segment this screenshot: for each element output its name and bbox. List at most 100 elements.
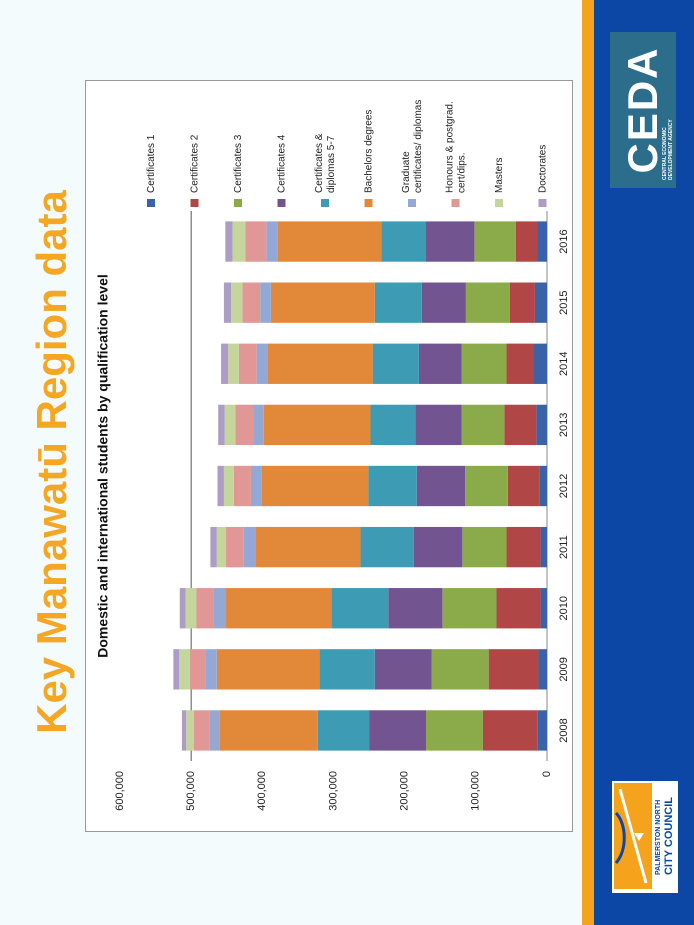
value-tick-label: 100,000 (470, 771, 482, 811)
bar-segment (223, 282, 232, 323)
bar-segment (196, 588, 214, 629)
bar-segment (415, 404, 462, 446)
bar-segment (277, 221, 382, 262)
bar-segment (235, 404, 254, 446)
bar-segment (263, 404, 371, 446)
legend-label: Doctorates (537, 145, 548, 193)
bar-segment (216, 526, 227, 568)
bar-segment (189, 649, 206, 690)
category-tick-label: 2008 (558, 718, 570, 742)
legend-label-line: Certificates & (314, 133, 325, 193)
value-tick-label: 500,000 (185, 771, 197, 811)
legend-label: Certificates &diplomas 5-7 (314, 133, 337, 193)
bar-segment (226, 588, 332, 629)
value-tick-label: 0 (541, 771, 553, 777)
legend-label-line: Certificates 2 (189, 134, 200, 193)
bar-segment (465, 465, 508, 507)
bar-segment (509, 282, 535, 323)
bar-segment (173, 649, 180, 690)
orange-accent-band (582, 0, 594, 925)
bar-segment (370, 404, 416, 446)
bar-segment (372, 343, 419, 384)
bar-segment (360, 526, 414, 568)
bar-segment (213, 588, 227, 629)
legend-label-line: Graduate (401, 151, 412, 193)
legend-label-line: Certificates 3 (233, 134, 244, 193)
bar-segment (225, 221, 233, 262)
bar-segment (496, 588, 541, 629)
category-tick-label: 2011 (558, 535, 570, 559)
bar-segment (216, 649, 320, 690)
bar-segment (369, 710, 427, 751)
legend-swatch (147, 199, 155, 207)
legend-swatch (495, 199, 503, 207)
legend-label: Masters (494, 157, 505, 193)
bar-segment (465, 282, 510, 323)
bar-segment (413, 526, 463, 568)
category-tick-label: 2016 (558, 229, 570, 253)
bar-segment (540, 588, 547, 629)
legend-label-line: cert/dips. (456, 152, 467, 193)
value-tick-label: 600,000 (114, 771, 126, 811)
bar-segment (374, 282, 422, 323)
ceda-tagline-line-2: DEVELOPMENT AGENCY (668, 119, 674, 180)
bar-segment (242, 282, 261, 323)
legend-label-line: Certificates 1 (146, 134, 157, 193)
bar-segment (537, 710, 547, 751)
bar-segment (185, 588, 197, 629)
bar-segment (232, 221, 246, 262)
bar-segment (488, 649, 539, 690)
bar-segment (538, 649, 547, 690)
legend-swatch (451, 199, 460, 207)
category-tick-label: 2015 (558, 290, 570, 314)
bar-segment (245, 221, 267, 262)
category-tick-label: 2012 (558, 474, 570, 498)
bar-segment (506, 526, 541, 568)
legend-label-line: Bachelors degrees (363, 110, 374, 193)
pncc-logo: PALMERSTON NORTH CITY COUNCIL (611, 780, 679, 894)
legend-label-line: diplomas 5-7 (326, 135, 337, 193)
bar-segment (270, 282, 375, 323)
bar-segment (504, 404, 537, 446)
bar-segment (205, 649, 217, 690)
bar-segment (266, 221, 278, 262)
ceda-logo-tagline: CENTRAL ECONOMIC DEVELOPMENT AGENCY (662, 40, 674, 180)
legend-label: Certificates 2 (189, 134, 200, 193)
legend-label-line: Masters (494, 157, 505, 193)
bar-segment (331, 588, 389, 629)
bar-segment (238, 343, 257, 384)
bar-segment (319, 649, 375, 690)
value-tick-label: 300,000 (327, 771, 339, 811)
legend-swatch (190, 199, 199, 207)
bar-segment (217, 465, 224, 507)
ceda-logo: CEDA CENTRAL ECONOMIC DEVELOPMENT AGENCY (610, 32, 676, 188)
bar-segment (233, 465, 251, 507)
legend-swatch (408, 199, 416, 207)
bar-segment (474, 221, 516, 262)
legend-label: Honours & postgrad.cert/dips. (444, 101, 467, 193)
pncc-line-1: PALMERSTON NORTH (655, 799, 662, 876)
legend-swatch (277, 199, 286, 207)
bar-segment (461, 343, 507, 384)
bar-segment (181, 710, 187, 751)
bar-segment (218, 404, 225, 446)
bar-segment (186, 710, 195, 751)
bar-segment (426, 710, 483, 751)
bar-segment (256, 343, 268, 384)
bar-segment (462, 526, 507, 568)
bar-segment (228, 343, 239, 384)
bar-segment (368, 465, 417, 507)
category-tick-label: 2009 (558, 657, 570, 681)
bar-segment (442, 588, 497, 629)
slide-title: Key Manawatū Region data (28, 190, 75, 734)
chart: 0 100,000 200,000 300,000 400,000 500,000 600,… (95, 100, 570, 811)
bar-segment (261, 465, 369, 507)
legend-swatch (538, 199, 547, 207)
bar-segment (533, 343, 547, 384)
bar-segment (416, 465, 466, 507)
pncc-emblem-icon (614, 783, 652, 889)
bar-segment (221, 343, 229, 384)
legend-label: Certificates 1 (146, 134, 157, 193)
bar-segment (317, 710, 370, 751)
bar-segment (536, 404, 547, 446)
